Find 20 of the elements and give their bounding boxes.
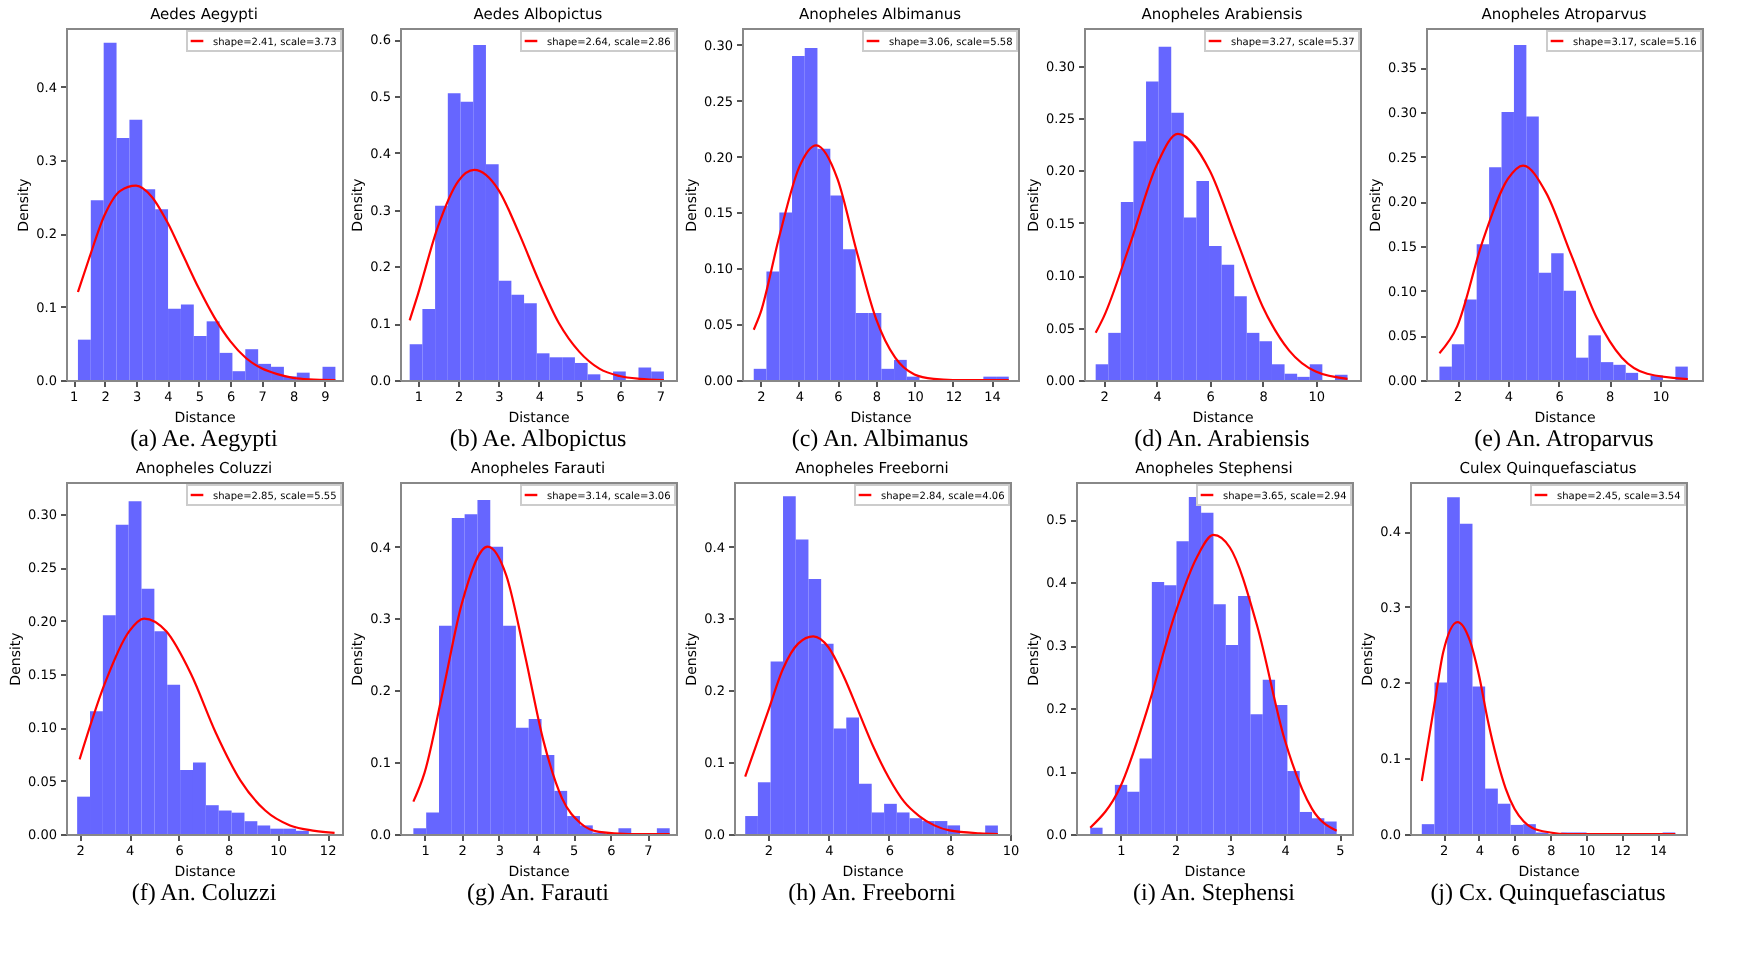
line-series [1089, 533, 1338, 832]
text: (i) An. Stephensi [1133, 878, 1297, 906]
line-series [76, 184, 337, 380]
text: (b) Ae. Albopictus [449, 424, 627, 452]
line-series [744, 635, 999, 834]
text: (g) An. Farauti [467, 878, 611, 906]
text: (h) An. Freeborni [788, 878, 957, 906]
line-series [1094, 132, 1349, 380]
text: (j) Cx. Quinquefasciatus [1430, 878, 1667, 906]
text: (a) Ae. Aegypti [130, 424, 279, 452]
line-series [1420, 620, 1677, 834]
line-series [752, 144, 1010, 380]
text: (f) An. Coluzzi [131, 878, 278, 906]
line-series [412, 545, 671, 834]
line-series [1438, 164, 1689, 380]
line-series [78, 617, 336, 834]
text: (e) An. Atroparvus [1474, 424, 1655, 452]
text: (c) An. Albimanus [791, 424, 969, 452]
text: (d) An. Arabiensis [1134, 424, 1311, 452]
line-series [408, 168, 665, 380]
